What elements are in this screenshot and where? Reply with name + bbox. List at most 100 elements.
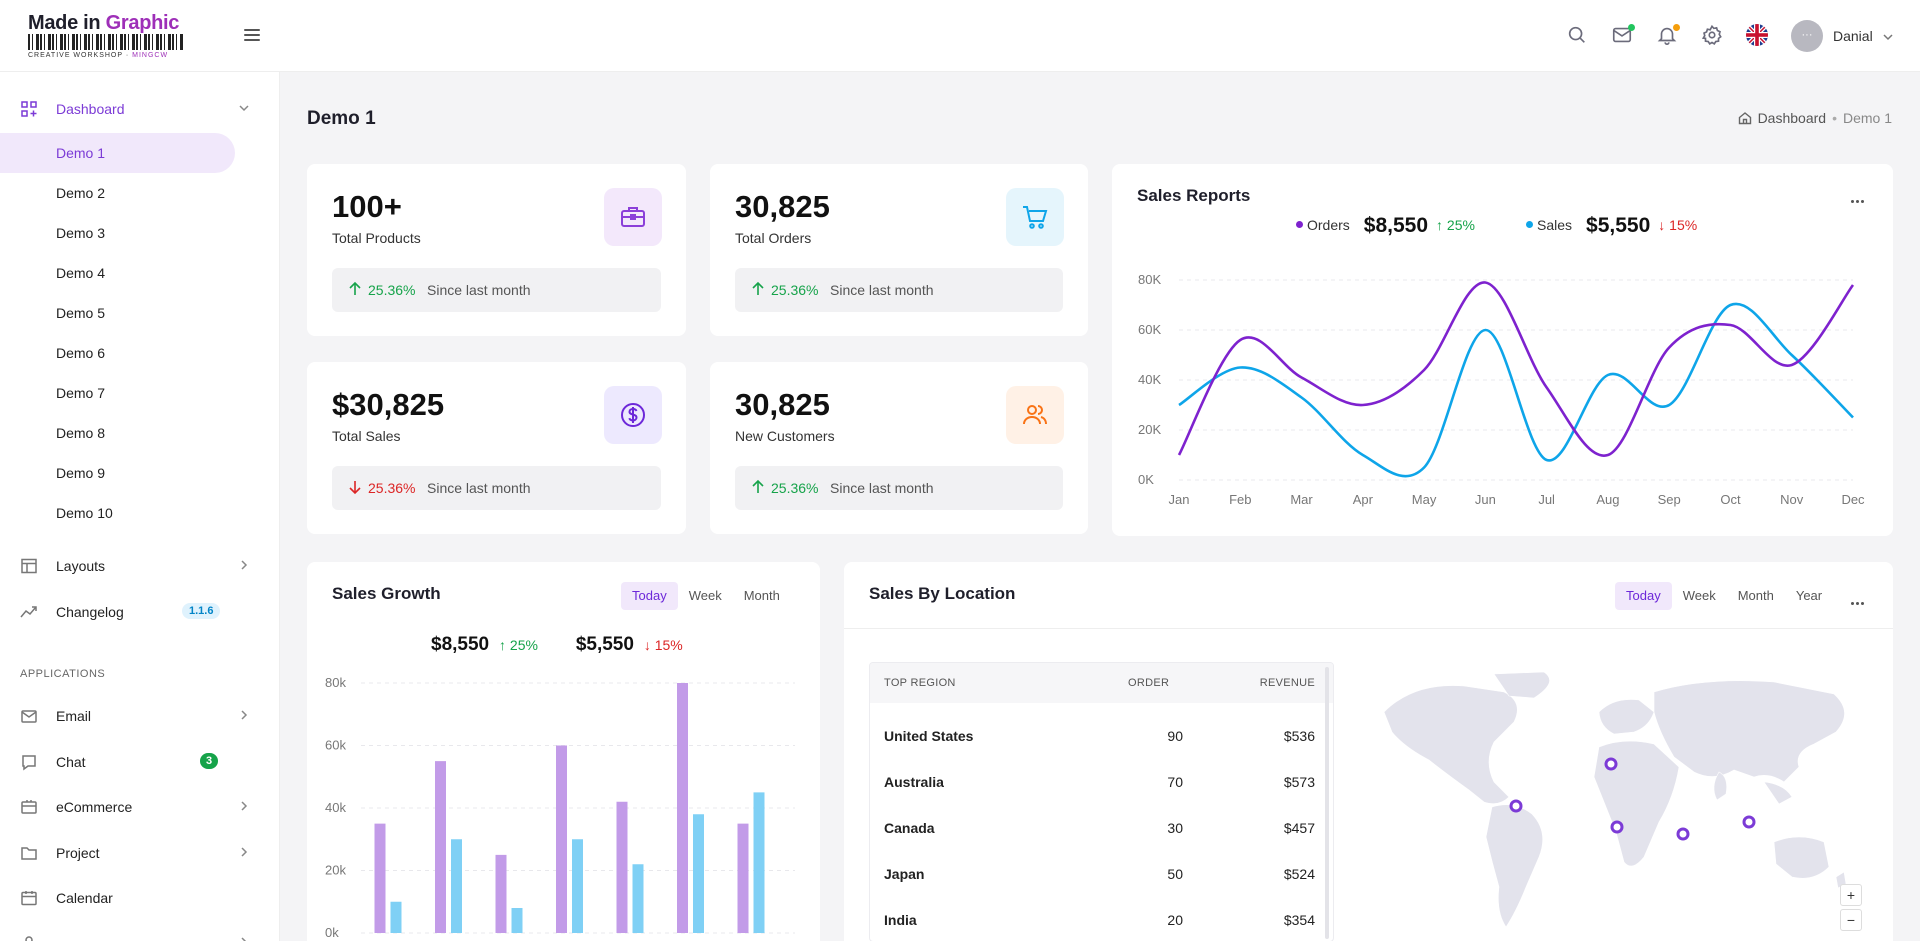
stat-footer: 25.36% Since last month xyxy=(735,466,1063,510)
menu-toggle-icon[interactable] xyxy=(244,26,260,46)
sidebar-item-partial[interactable] xyxy=(0,924,280,941)
bar xyxy=(511,908,523,933)
arrow-up-icon xyxy=(752,479,764,493)
cart-icon xyxy=(1006,188,1064,246)
sidebar-item-demo-10[interactable]: Demo 10 xyxy=(0,493,235,533)
sidebar-item-demo-2[interactable]: Demo 2 xyxy=(0,173,235,213)
table-header: TOP REGION ORDER REVENUE xyxy=(870,663,1333,703)
legend-pct: 15% xyxy=(1669,217,1698,233)
gear-icon[interactable] xyxy=(1701,24,1725,48)
period-tabs: Today Week Month xyxy=(621,582,791,610)
chevron-down-icon xyxy=(239,105,249,112)
cell-order: 30 xyxy=(1167,820,1183,836)
stat-footer: 25.36% Since last month xyxy=(332,466,661,510)
sidebar-item-label: Demo 10 xyxy=(56,505,113,521)
table-row[interactable]: Canada 30 $457 xyxy=(870,805,1333,851)
x-tick-label: Nov xyxy=(1780,492,1804,507)
chevron-down-icon[interactable] xyxy=(1882,30,1894,42)
cell-region: Australia xyxy=(884,774,944,790)
chevron-right-icon xyxy=(241,847,248,857)
table-row[interactable]: Australia 70 $573 xyxy=(870,759,1333,805)
sidebar-item-demo-4[interactable]: Demo 4 xyxy=(0,253,235,293)
stat-since: Since last month xyxy=(830,480,934,496)
sales-reports-card: Sales Reports Orders $8,550 ↑ 25% Sales $5,… xyxy=(1112,164,1893,536)
col-header-revenue: REVENUE xyxy=(1259,677,1315,689)
sidebar-item-ecommerce[interactable]: eCommerce xyxy=(0,788,280,826)
sidebar-item-label: Dashboard xyxy=(56,101,125,117)
tab-week[interactable]: Week xyxy=(1682,588,1716,603)
mail-icon[interactable] xyxy=(1611,24,1635,48)
x-tick-label: May xyxy=(1412,492,1437,507)
sidebar-item-demo-6[interactable]: Demo 6 xyxy=(0,333,235,373)
growth-change-1: ↑ 25% xyxy=(499,637,538,653)
search-icon[interactable] xyxy=(1566,24,1590,48)
chart-legend-sales: Sales $5,550 ↓ 15% xyxy=(1526,214,1697,238)
stat-change: 25.36% xyxy=(368,480,416,496)
cell-region: India xyxy=(884,912,917,928)
table-row[interactable]: United States 90 $536 xyxy=(870,713,1333,759)
tagline-a: CREATIVE WORKSHOP · xyxy=(28,52,133,59)
cell-revenue: $536 xyxy=(1283,728,1315,744)
breadcrumb-current: Demo 1 xyxy=(1842,110,1892,126)
tab-week[interactable]: Week xyxy=(688,588,722,603)
y-tick-label: 0K xyxy=(1138,472,1154,487)
x-tick-label: Oct xyxy=(1720,492,1741,507)
sidebar-item-demo-3[interactable]: Demo 3 xyxy=(0,213,235,253)
sales-growth-card: Sales Growth Today Week Month $8,550 ↑ 25%… xyxy=(307,562,820,941)
y-tick-label: 60k xyxy=(325,738,346,753)
sidebar-item-chat[interactable]: Chat 3 xyxy=(0,743,280,781)
sidebar-item-demo-7[interactable]: Demo 7 xyxy=(0,373,235,413)
bell-icon[interactable] xyxy=(1656,24,1680,48)
stat-card-orders: 30,825 Total Orders 25.36% Since last mo… xyxy=(710,164,1088,336)
cell-region: Canada xyxy=(884,820,935,836)
tab-month[interactable]: Month xyxy=(743,588,780,603)
sidebar-item-email[interactable]: Email xyxy=(0,697,280,735)
tab-today[interactable]: Today xyxy=(1615,582,1672,610)
breadcrumb-home[interactable]: Dashboard xyxy=(1757,110,1827,126)
chart-legend-orders: Orders $8,550 ↑ 25% xyxy=(1296,214,1475,238)
calendar-icon xyxy=(21,891,37,906)
bar xyxy=(390,901,402,933)
more-options-icon[interactable] xyxy=(1851,190,1869,203)
zoom-out-button[interactable]: − xyxy=(1840,909,1862,931)
sidebar-item-demo-8[interactable]: Demo 8 xyxy=(0,413,235,453)
stat-change: 25.36% xyxy=(368,282,416,298)
table-scrollbar[interactable] xyxy=(1325,667,1329,939)
tab-year[interactable]: Year xyxy=(1795,588,1823,603)
sidebar-item-demo-5[interactable]: Demo 5 xyxy=(0,293,235,333)
table-row[interactable]: India 20 $354 xyxy=(870,897,1333,941)
brand-logo[interactable]: Made in Graphic CREATIVE WORKSHOP · MING… xyxy=(28,12,188,64)
home-icon[interactable] xyxy=(1738,111,1752,125)
arrow-up-icon xyxy=(752,281,764,295)
bar xyxy=(677,683,688,933)
zoom-in-button[interactable]: + xyxy=(1840,884,1862,906)
card-title: Sales Reports xyxy=(1137,186,1251,205)
stat-since: Since last month xyxy=(427,480,531,496)
sidebar-item-dashboard[interactable]: Dashboard xyxy=(0,90,280,128)
table-row[interactable]: Japan 50 $524 xyxy=(870,851,1333,897)
card-divider xyxy=(844,628,1893,629)
tab-month[interactable]: Month xyxy=(1737,588,1774,603)
col-header-region: TOP REGION xyxy=(884,677,956,689)
sidebar-item-project[interactable]: Project xyxy=(0,834,280,872)
grid-icon xyxy=(21,101,37,117)
sidebar-item-label: Demo 5 xyxy=(56,305,106,321)
tab-today[interactable]: Today xyxy=(621,582,678,610)
legend-label: Orders xyxy=(1307,217,1350,233)
sidebar-item-label: Changelog xyxy=(56,604,124,620)
sidebar-item-calendar[interactable]: Calendar xyxy=(0,879,280,917)
world-map[interactable] xyxy=(1374,672,1859,937)
sidebar-item-label: Demo 8 xyxy=(56,425,106,441)
uk-flag-icon[interactable] xyxy=(1746,24,1768,46)
sidebar-item-changelog[interactable]: Changelog 1.1.6 xyxy=(0,593,280,631)
bar xyxy=(737,823,749,933)
user-name[interactable]: Danial xyxy=(1833,28,1873,44)
more-options-icon[interactable] xyxy=(1851,592,1869,605)
legend-value: $5,550 xyxy=(1586,214,1651,237)
sidebar-item-demo-9[interactable]: Demo 9 xyxy=(0,453,235,493)
sidebar-item-layouts[interactable]: Layouts xyxy=(0,547,280,585)
mail-status-dot xyxy=(1628,24,1635,31)
x-tick-label: Jul xyxy=(1538,492,1555,507)
avatar[interactable]: ··· xyxy=(1791,20,1823,52)
sidebar-item-demo-1[interactable]: Demo 1 xyxy=(0,133,235,173)
